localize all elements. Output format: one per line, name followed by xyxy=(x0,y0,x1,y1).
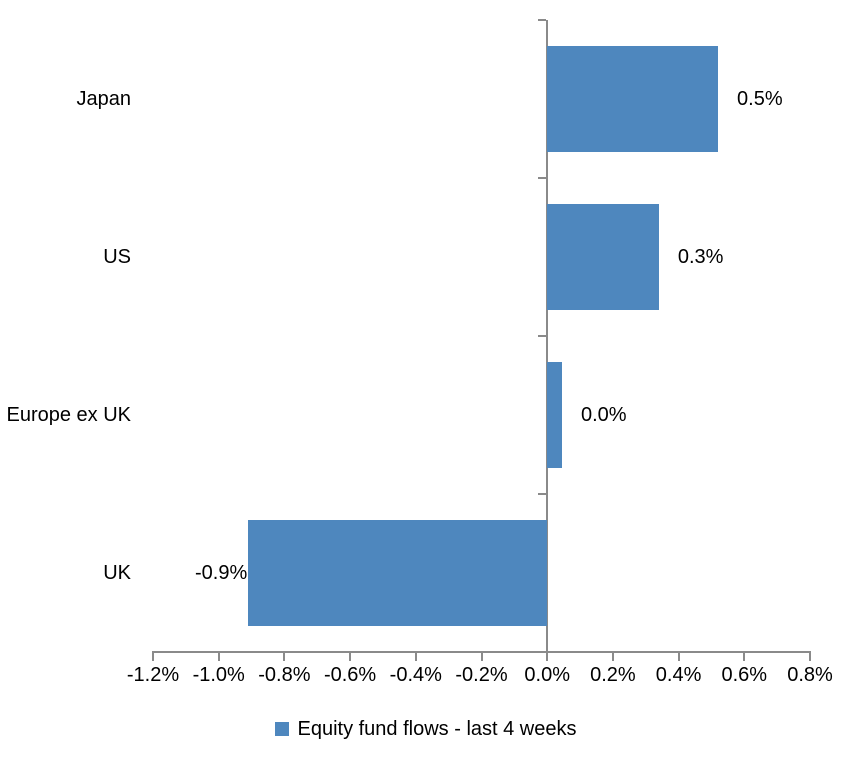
bar-japan xyxy=(547,46,718,152)
x-tick-label: -0.6% xyxy=(323,664,377,686)
value-label-japan: 0.5% xyxy=(737,88,783,110)
x-axis-tick xyxy=(546,653,549,661)
x-axis-tick xyxy=(611,653,614,661)
x-tick-label: -0.4% xyxy=(389,664,442,686)
category-label-europe-ex-uk: Europe ex UK xyxy=(6,404,131,426)
x-axis-tick xyxy=(677,653,680,661)
y-axis-tick xyxy=(538,19,547,21)
y-axis xyxy=(546,20,549,654)
x-axis-tick xyxy=(217,653,220,661)
bar-uk xyxy=(248,520,548,626)
y-axis-tick xyxy=(538,335,547,337)
bar-us xyxy=(547,204,659,310)
value-label-uk: -0.9% xyxy=(195,562,248,584)
x-tick-label: -1.2% xyxy=(126,664,180,686)
bar-europe-ex-uk xyxy=(547,362,562,468)
x-axis-tick xyxy=(152,653,154,661)
x-tick-label: -1.0% xyxy=(192,664,245,686)
x-tick-label: -0.8% xyxy=(258,664,311,686)
value-label-europe-ex-uk: 0.0% xyxy=(580,404,627,426)
x-tick-label: -0.2% xyxy=(455,664,508,686)
x-axis-tick xyxy=(743,653,746,661)
value-label-us: 0.3% xyxy=(677,246,724,268)
category-label-japan: Japan xyxy=(76,88,132,110)
x-axis-tick xyxy=(809,653,811,661)
x-axis xyxy=(152,651,811,653)
legend-marker-swatch xyxy=(275,722,290,736)
category-label-uk: UK xyxy=(103,562,131,584)
chart-legend: Equity fund flows - last 4 weeks xyxy=(0,714,852,744)
category-label-us: US xyxy=(103,246,131,268)
y-axis-tick xyxy=(538,493,547,495)
legend-label: Equity fund flows - last 4 weeks xyxy=(297,717,577,740)
x-tick-label: 0.4% xyxy=(655,664,702,686)
x-axis-tick xyxy=(283,653,286,661)
x-tick-label: 0.0% xyxy=(524,664,570,686)
x-tick-label: 0.6% xyxy=(721,664,768,686)
y-axis-tick xyxy=(538,177,547,179)
x-axis-tick xyxy=(349,653,352,661)
x-axis-tick xyxy=(480,653,483,661)
x-tick-label: 0.2% xyxy=(590,664,636,686)
x-axis-tick xyxy=(414,653,417,661)
x-tick-label: 0.8% xyxy=(787,664,833,686)
